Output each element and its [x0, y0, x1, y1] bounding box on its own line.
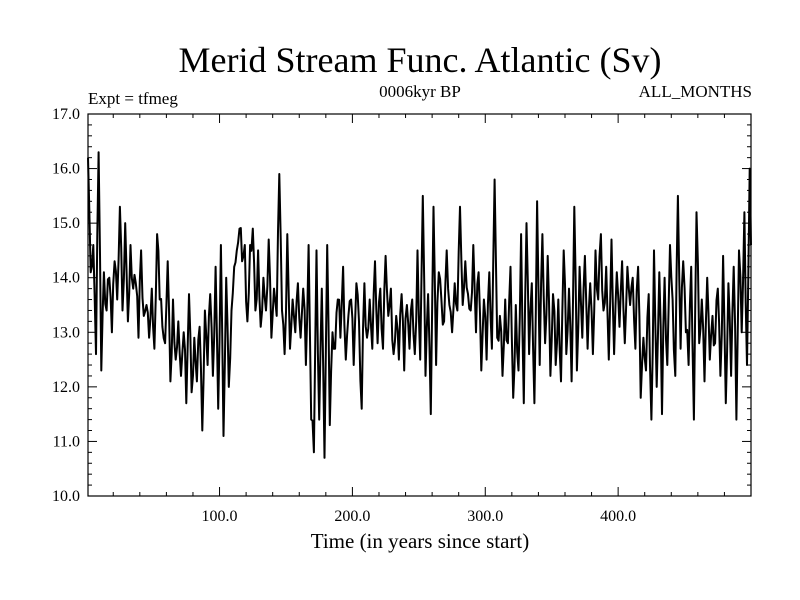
y-tick-label: 16.0 — [52, 161, 80, 178]
y-axis: 10.0 11.0 12.0 13.0 14.0 15.0 16.0 17.0 — [52, 106, 751, 505]
chart-title: Merid Stream Func. Atlantic (Sv) — [179, 40, 662, 80]
x-tick-label: 200.0 — [334, 508, 370, 525]
y-tick-label: 11.0 — [53, 433, 80, 450]
x-tick-label: 100.0 — [202, 508, 238, 525]
period-label: 0006kyr BP — [379, 82, 461, 101]
x-axis: 100.0 200.0 300.0 400.0 — [112, 114, 725, 525]
x-axis-label: Time (in years since start) — [311, 529, 530, 553]
x-tick-label: 300.0 — [467, 508, 503, 525]
plot-frame — [87, 113, 752, 497]
months-label: ALL_MONTHS — [639, 82, 752, 101]
y-tick-label: 17.0 — [52, 106, 80, 123]
y-tick-label: 10.0 — [52, 488, 80, 505]
y-tick-label: 12.0 — [52, 379, 80, 396]
experiment-label: Expt = tfmeg — [88, 89, 178, 108]
x-tick-label: 400.0 — [600, 508, 636, 525]
y-tick-label: 15.0 — [52, 215, 80, 232]
series-line — [87, 151, 752, 459]
y-tick-label: 13.0 — [52, 324, 80, 341]
y-tick-label: 14.0 — [52, 270, 80, 287]
